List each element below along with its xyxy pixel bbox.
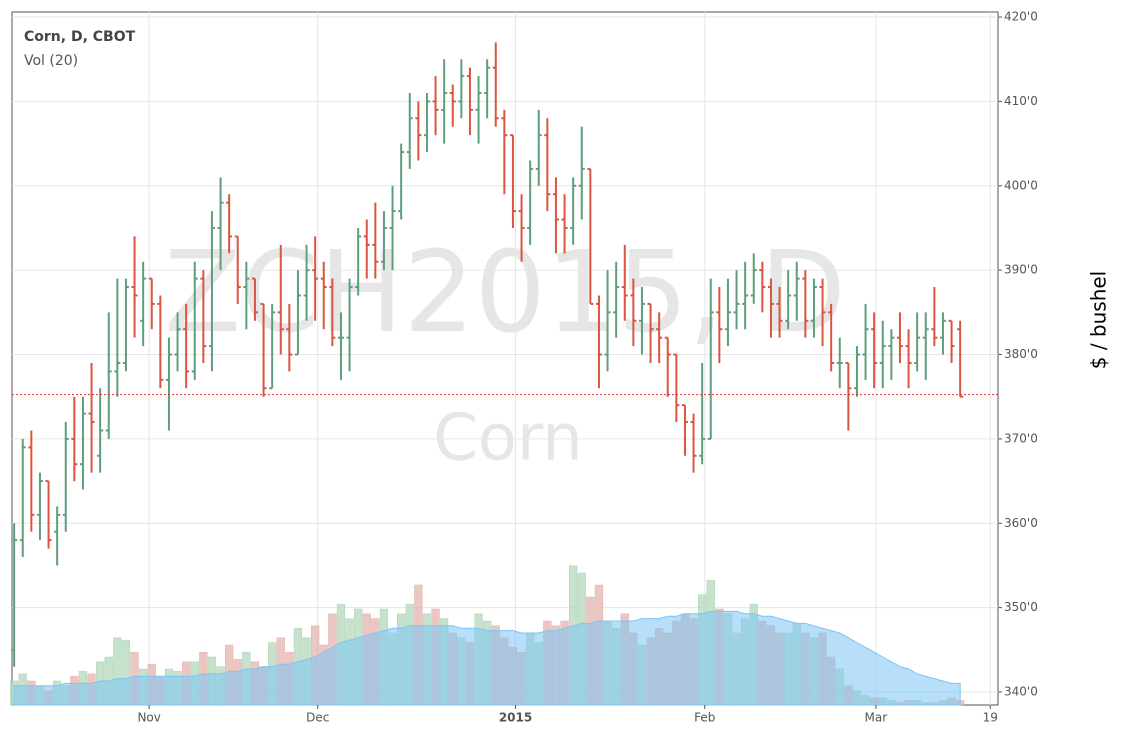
y-tick-label: 370'0 <box>1004 431 1038 445</box>
y-tick-label: 380'0 <box>1004 347 1038 361</box>
y-tick-label: 410'0 <box>1004 94 1038 108</box>
x-tick-label: Mar <box>865 711 888 725</box>
volume-ma-area <box>13 610 961 706</box>
y-tick-label: 340'0 <box>1004 685 1038 699</box>
chart-title: Corn, D, CBOT <box>24 29 136 45</box>
x-tick-label: Nov <box>137 711 160 725</box>
y-tick-label: 360'0 <box>1004 516 1038 530</box>
watermark: ZCH2015, D <box>164 228 846 358</box>
y-tick-label: 350'0 <box>1004 600 1038 614</box>
y-tick-label: 390'0 <box>1004 263 1038 277</box>
y-tick-label: 420'0 <box>1004 10 1038 24</box>
x-tick-label: 19 <box>983 711 998 725</box>
watermark: Corn <box>433 402 583 476</box>
y-axis-label: $ / bushel <box>1087 271 1111 370</box>
y-tick-label: 400'0 <box>1004 178 1038 192</box>
chart-subtitle: Vol (20) <box>24 53 78 69</box>
x-tick-label: 2015 <box>499 711 532 725</box>
x-tick-label: Feb <box>694 711 715 725</box>
x-tick-label: Dec <box>306 711 329 725</box>
